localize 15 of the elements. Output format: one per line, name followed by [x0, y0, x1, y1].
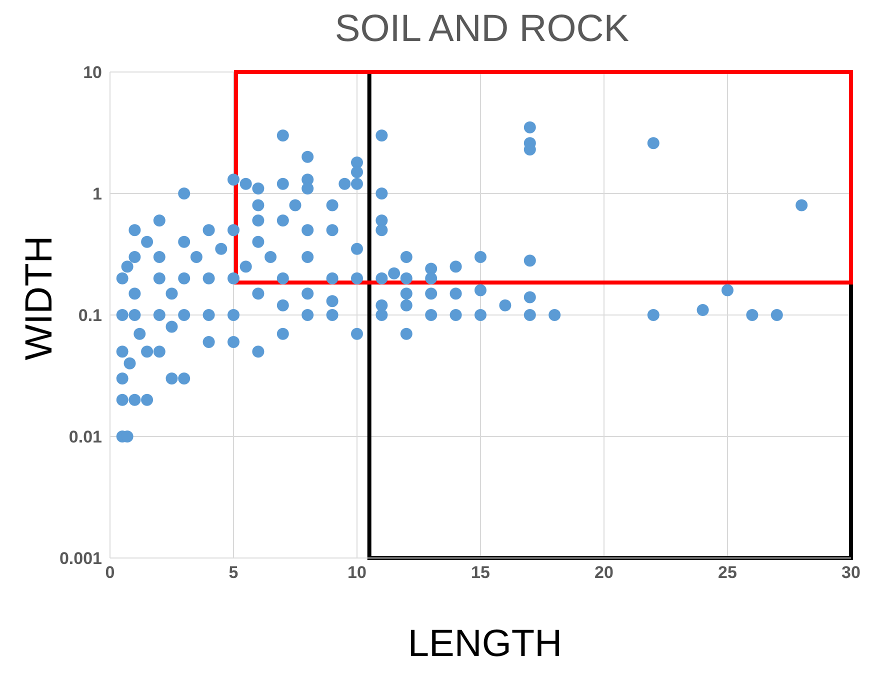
y-tick-label: 0.1: [78, 306, 102, 326]
x-tick-label: 5: [228, 563, 238, 582]
x-axis-title: LENGTH: [406, 623, 564, 666]
y-tick-label: 1: [92, 184, 102, 204]
y-tick-label: 0.001: [59, 549, 102, 568]
x-tick-label: 0: [105, 563, 115, 582]
x-tick-label: 30: [842, 563, 860, 582]
x-tick-label: 10: [348, 563, 366, 582]
chart-title: SOIL AND ROCK: [334, 8, 630, 51]
y-tick-label: 0.01: [68, 428, 102, 447]
x-tick-label: 20: [594, 563, 614, 582]
y-tick-label: 10: [83, 63, 102, 82]
x-tick-label: 25: [718, 563, 737, 582]
y-axis-title: WIDTH: [18, 236, 62, 360]
x-tick-label: 15: [471, 563, 490, 582]
